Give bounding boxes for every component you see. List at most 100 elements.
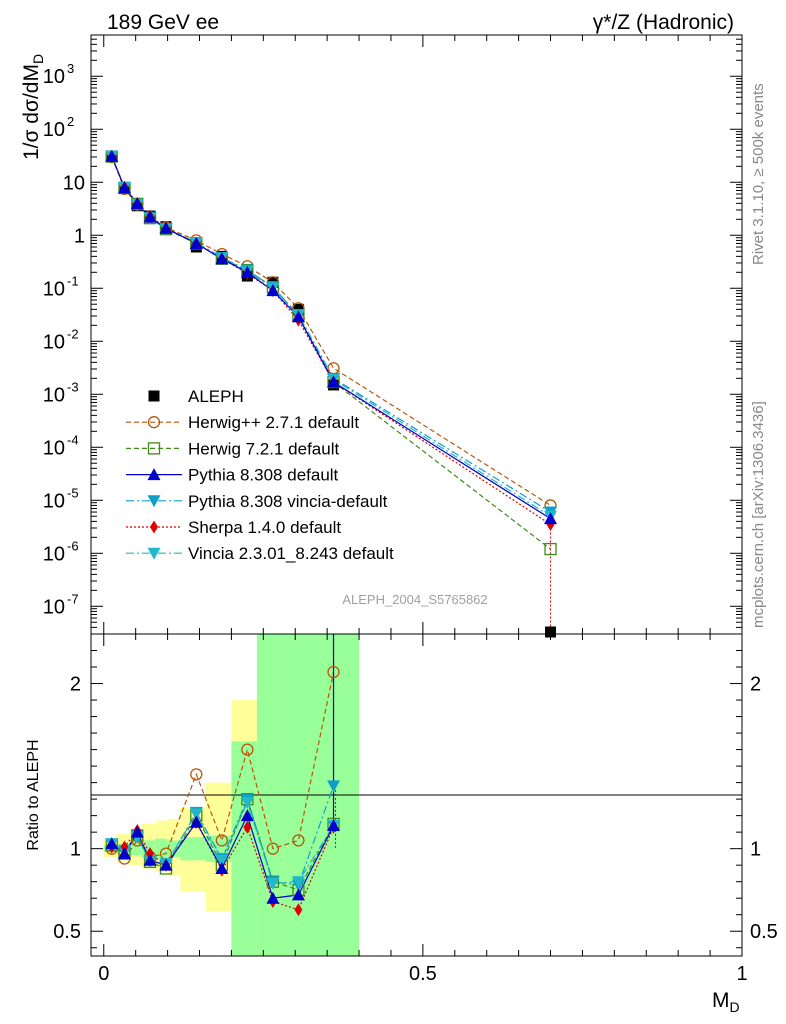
- legend-marker: [147, 416, 161, 429]
- x-axis-label: MD: [712, 989, 740, 1015]
- main-series-line: [111, 156, 551, 550]
- legend-marker: [148, 390, 160, 402]
- plot-title-right: γ*/Z (Hadronic): [593, 11, 734, 34]
- main-ytick-exponent: 3: [67, 61, 74, 76]
- ratio-point: [120, 840, 129, 854]
- data-point: [544, 512, 558, 525]
- ratio-ylabel: Ratio to ALEPH: [25, 739, 42, 850]
- main-ytick-label: 10: [43, 119, 65, 141]
- ratio-stat-band: [180, 837, 206, 861]
- ratio-point: [118, 847, 132, 860]
- ratio-point: [241, 743, 254, 756]
- main-ytick-label: 1: [74, 225, 85, 247]
- ratio-point: [266, 842, 280, 855]
- ratio-ytick-label-right: 2: [750, 674, 761, 696]
- legend-marker: [147, 468, 161, 481]
- main-ytick-label: 10: [43, 331, 65, 353]
- xtick-label: 0: [98, 963, 109, 985]
- main-series-line: [111, 155, 551, 517]
- ratio-point: [189, 815, 203, 828]
- ratio-point: [190, 768, 203, 781]
- rivet-label: Rivet 3.1.10, ≥ 500k events: [750, 83, 767, 265]
- watermark-label: ALEPH_2004_S5765862: [342, 592, 487, 607]
- data-point: [327, 375, 341, 388]
- data-point: [215, 252, 229, 265]
- legend-marker: [147, 495, 161, 508]
- data-point: [159, 221, 173, 234]
- main-ytick-exponent: -2: [67, 326, 79, 341]
- data-point: [189, 236, 203, 249]
- ratio-point: [146, 847, 155, 861]
- data-point: [143, 210, 157, 223]
- main-ytick-exponent: -3: [67, 379, 79, 394]
- ratio-ytick-label: 0.5: [53, 921, 81, 943]
- ratio-point: [240, 809, 254, 822]
- ratio-point: [143, 853, 157, 866]
- main-ylabel: 1/σ dσ/dMD: [20, 54, 46, 160]
- legend-label: ALEPH: [188, 387, 244, 406]
- main-ytick-exponent: 2: [67, 114, 74, 129]
- ratio-point: [266, 891, 280, 904]
- main-ytick-label: 10: [43, 384, 65, 406]
- legend-label: Vincia 2.3.01_8.243 default: [188, 544, 394, 563]
- main-ytick-label: 10: [63, 172, 85, 194]
- ratio-panel: 0.5 0.51 12 20 0.5 1: [53, 633, 778, 985]
- mcplots-label: mcplots.cern.ch [arXiv:1306.3436]: [750, 401, 767, 628]
- ratio-ytick-label: 2: [70, 674, 81, 696]
- legend-label: Herwig 7.2.1 default: [188, 439, 339, 458]
- data-point: [118, 181, 132, 194]
- main-ytick-exponent: -5: [67, 485, 79, 500]
- xtick-label: 1: [736, 963, 747, 985]
- ratio-point: [189, 808, 203, 821]
- ratio-point: [240, 796, 254, 809]
- legend-marker: [147, 442, 161, 455]
- main-ytick-label: 10: [43, 278, 65, 300]
- main-ytick-exponent: -4: [67, 432, 79, 447]
- ratio-stat-band: [231, 741, 257, 956]
- data-point: [327, 362, 340, 375]
- ratio-point: [130, 825, 144, 838]
- main-ytick-label: 10: [43, 596, 65, 618]
- ratio-point: [294, 903, 303, 917]
- data-point: [544, 542, 557, 556]
- data-point: [130, 197, 144, 210]
- legend-label: Pythia 8.308 vincia-default: [188, 492, 388, 511]
- main-ytick-exponent: -6: [67, 538, 79, 553]
- ratio-point: [159, 858, 173, 871]
- ratio-point: [292, 834, 305, 847]
- main-ytick-exponent: -1: [67, 273, 79, 288]
- ratio-ytick-label-right: 0.5: [750, 921, 778, 943]
- data-point: [266, 284, 280, 297]
- ratio-point: [327, 780, 341, 793]
- main-ytick-label: 10: [43, 543, 65, 565]
- ratio-point: [243, 820, 252, 834]
- legend-label: Sherpa 1.4.0 default: [188, 518, 341, 537]
- ratio-series-line: [111, 785, 335, 886]
- ratio-point: [105, 837, 119, 850]
- data-point: [291, 310, 305, 323]
- main-ytick-label: 10: [43, 437, 65, 459]
- legend-marker: [147, 547, 161, 560]
- ratio-series-line: [111, 671, 335, 860]
- main-series-line: [111, 155, 551, 513]
- ratio-ytick-label-right: 1: [750, 839, 761, 861]
- ratio-point: [215, 854, 229, 867]
- data-point: [105, 149, 119, 162]
- ratio-point: [291, 876, 305, 889]
- svg-text:MD: MD: [712, 989, 740, 1015]
- ratio-ytick-label: 1: [70, 839, 81, 861]
- main-ytick-label: 10: [43, 66, 65, 88]
- svg-text:1/σ dσ/dMD: 1/σ dσ/dMD: [20, 54, 46, 160]
- legend-label: Herwig++ 2.7.1 default: [188, 413, 359, 432]
- ratio-point: [266, 877, 280, 890]
- legend: ALEPH Herwig++ 2.7.1 default Herwig 7.2.1 …: [126, 387, 394, 563]
- legend-marker: [150, 520, 158, 534]
- xtick-label: 0.5: [409, 963, 437, 985]
- ratio-point: [215, 861, 229, 874]
- main-ytick-exponent: -7: [67, 591, 79, 606]
- ratio-point: [327, 665, 340, 679]
- data-point: [240, 265, 254, 278]
- plot-title-left: 189 GeV ee: [107, 11, 219, 34]
